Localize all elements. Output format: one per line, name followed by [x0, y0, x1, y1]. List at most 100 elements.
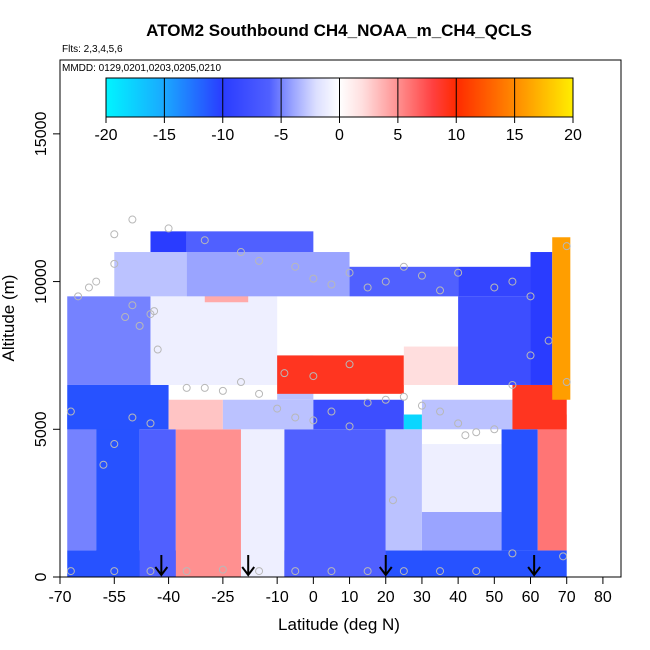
sample-point — [417, 271, 426, 280]
heatmap-cell-24 — [458, 296, 531, 385]
sample-point — [236, 378, 245, 387]
sample-point — [218, 565, 227, 574]
sample-point — [280, 369, 289, 378]
x-tick-label: -40 — [157, 589, 180, 606]
colorbar-tick-label: -15 — [153, 127, 176, 144]
sample-point — [291, 413, 300, 422]
colorbar-tick-label: -5 — [274, 127, 288, 144]
sample-point — [327, 407, 336, 416]
sample-point — [381, 395, 390, 404]
sample-point — [164, 224, 173, 233]
x-axis-label: Latitude (deg N) — [278, 615, 400, 634]
heatmap-cell-10 — [501, 429, 538, 551]
sample-point — [399, 567, 408, 576]
sample-point — [508, 277, 517, 286]
heatmap-cell-6 — [284, 429, 386, 577]
x-tick-label: 0 — [309, 589, 318, 606]
x-tick-label: -25 — [211, 589, 234, 606]
sample-point — [399, 262, 408, 271]
sample-point — [436, 286, 445, 295]
sample-point — [273, 404, 282, 413]
heatmap-cell-30 — [349, 266, 459, 297]
sample-point — [309, 274, 318, 283]
sample-points — [66, 215, 571, 576]
sample-point — [327, 567, 336, 576]
latitude-arrows — [154, 555, 541, 577]
heatmap-cell-11 — [537, 414, 567, 551]
sample-point — [66, 407, 75, 416]
heatmap-cell-9 — [421, 512, 502, 551]
sample-point — [182, 383, 191, 392]
sample-point — [309, 416, 318, 425]
heatmap-cell-33 — [186, 231, 314, 253]
arrow-marker — [378, 555, 393, 577]
sample-point — [508, 549, 517, 558]
x-tick-label: 10 — [341, 589, 359, 606]
heatmap-cell-7 — [385, 429, 422, 551]
heatmap-cell-14 — [222, 399, 314, 430]
sample-point — [381, 277, 390, 286]
x-tick-label: 70 — [558, 589, 576, 606]
heatmap-cell-3 — [139, 429, 176, 577]
sample-point — [110, 440, 119, 449]
sample-point — [508, 380, 517, 389]
colorbar-tick-label: 15 — [506, 127, 524, 144]
heatmap-cell-22 — [277, 355, 404, 394]
sample-point — [345, 360, 354, 369]
sample-point — [146, 567, 155, 576]
colorbar-tick-label: 20 — [564, 127, 582, 144]
heatmap-cell-16 — [403, 414, 422, 430]
x-tick-label: 20 — [377, 589, 395, 606]
heatmap-cell-5 — [240, 429, 285, 577]
sample-point — [128, 215, 137, 224]
heatmap-cell-23 — [403, 346, 459, 385]
sample-point — [454, 419, 463, 428]
heatmap-cell-26 — [552, 237, 571, 400]
y-tick-label: 0 — [33, 572, 50, 581]
sample-point — [363, 567, 372, 576]
heatmap-cell-20 — [150, 296, 278, 385]
sample-point — [562, 242, 571, 251]
sample-point — [461, 431, 470, 440]
heatmap-cell-2 — [96, 414, 140, 577]
sample-point — [110, 567, 119, 576]
sample-point — [345, 268, 354, 277]
arrow-marker — [154, 555, 169, 577]
sample-point — [559, 552, 568, 561]
sample-point — [200, 383, 209, 392]
colorbar-tick-label: -20 — [94, 127, 117, 144]
colorbar-tick-label: 10 — [447, 127, 465, 144]
sample-point — [454, 268, 463, 277]
sample-point — [490, 425, 499, 434]
x-tick-label: 80 — [594, 589, 612, 606]
sample-point — [200, 236, 209, 245]
sample-point — [218, 386, 227, 395]
colorbar-tick-label: 0 — [335, 127, 344, 144]
heatmap-cell-29 — [186, 252, 350, 297]
heatmap-cell-17 — [421, 399, 513, 430]
sample-point — [436, 407, 445, 416]
y-axis: 0 5000 10000 15000 — [33, 112, 60, 581]
sample-point — [255, 256, 264, 265]
sample-point — [84, 283, 93, 292]
sample-point — [309, 372, 318, 381]
sample-point — [236, 248, 245, 257]
x-tick-label: -70 — [48, 589, 71, 606]
sample-point — [490, 283, 499, 292]
sample-point — [121, 313, 130, 322]
sample-point — [255, 567, 264, 576]
sample-point — [417, 401, 426, 410]
heatmap-cell-15 — [313, 399, 404, 430]
sample-point — [363, 283, 372, 292]
sample-point — [562, 378, 571, 387]
sample-point — [526, 292, 535, 301]
sample-point — [472, 567, 481, 576]
colorbar-tick-label: 5 — [393, 127, 402, 144]
x-axis: -70 -55 -40 -25 -10 0 10 20 30 40 50 60 70 80 — [48, 577, 612, 606]
sample-point — [153, 345, 162, 354]
flights-note: Flts: 2,3,4,5,6 — [62, 44, 123, 55]
x-tick-label: 60 — [522, 589, 540, 606]
sample-point — [92, 277, 101, 286]
sample-point — [110, 259, 119, 268]
